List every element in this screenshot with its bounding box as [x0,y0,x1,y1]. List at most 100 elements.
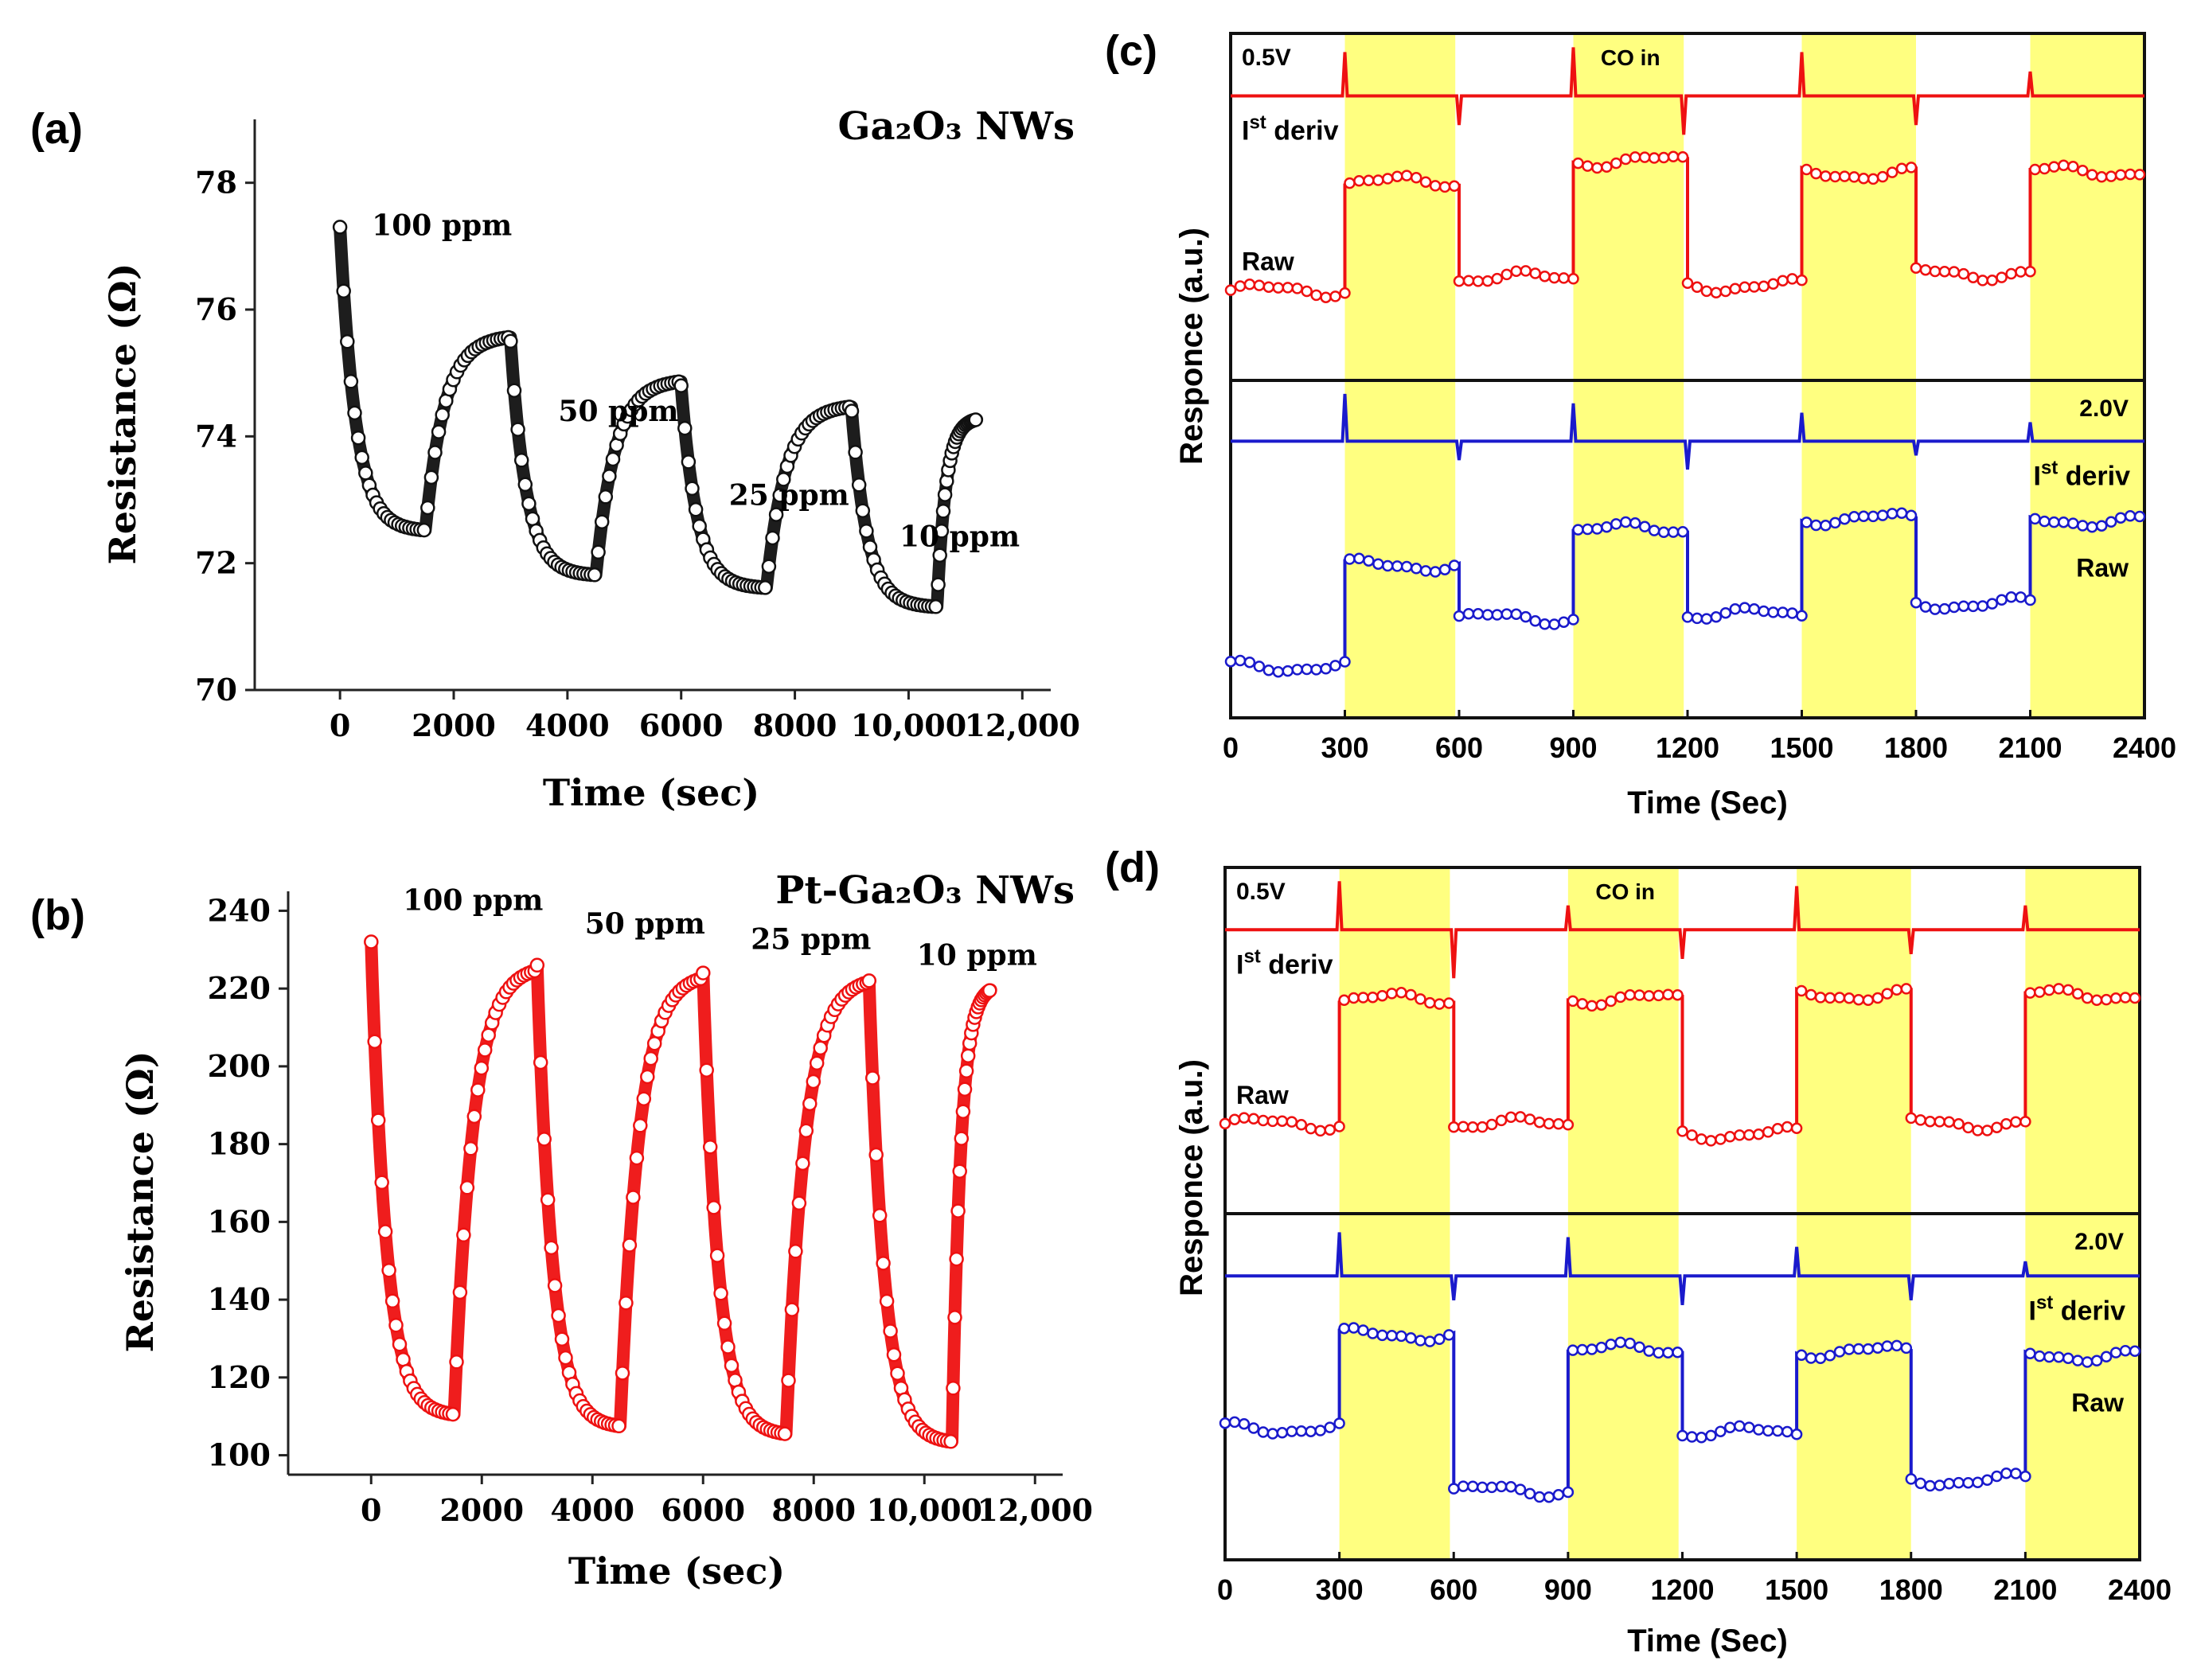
raw-point [2124,168,2137,181]
raw-point [1871,1342,1884,1355]
raw-point [1314,1425,1326,1436]
raw-point [1338,994,1350,1007]
raw-point [1715,1425,1727,1437]
data-point [367,1034,382,1049]
raw-point [2114,512,2127,524]
raw-point [1238,1417,1251,1430]
raw-point [1758,605,1770,618]
raw-point [1601,520,1613,533]
raw-point [1919,263,1932,276]
data-point [844,403,860,419]
data-point [615,1366,630,1381]
raw-point [1510,608,1523,621]
raw-point [2000,1468,2012,1479]
panel-a-xlabel: Time (sec) [543,771,759,814]
data-point [423,470,439,485]
raw-point [1391,560,1403,572]
raw-point [1333,1121,1345,1132]
raw-point [1771,1123,1784,1135]
data-point [861,973,877,988]
raw-point [2086,169,2098,181]
data-point [954,1131,970,1146]
raw-point [1457,1480,1469,1492]
concentration-label: 50 ppm [585,907,705,941]
raw-point [1943,1116,1955,1128]
raw-point [1448,1483,1460,1495]
raw-point [1481,275,1494,287]
raw-point [1243,656,1256,668]
x-tick-label: 0 [1223,731,1239,764]
raw-point [1448,1121,1460,1133]
raw-point [1457,1121,1469,1132]
raw-point [2124,510,2137,522]
raw-point [1700,285,1713,298]
raw-point [1234,280,1247,292]
raw-point [1291,283,1303,294]
raw-point [1719,285,1732,298]
x-tick-label: 2000 [439,1492,524,1528]
raw-point [2024,1347,2036,1360]
raw-point [1996,271,2008,283]
raw-point [1876,509,1889,521]
raw-point [1748,603,1760,615]
raw-point [2048,161,2060,173]
x-tick-label: 1200 [1656,731,1719,764]
raw-point [2077,164,2089,177]
raw-point [1395,987,1407,999]
raw-point [1552,1118,1565,1130]
raw-point [1262,281,1275,293]
raw-point [1301,285,1313,298]
raw-point [1662,1347,1674,1358]
raw-point [1562,1486,1575,1499]
raw-point [2090,1355,2103,1367]
data-point [716,1316,732,1331]
raw-point [1914,1114,1926,1126]
raw-point [1934,1116,1945,1128]
co-in-label: CO in [1595,879,1655,904]
raw-point [1910,262,1922,274]
raw-point [1282,282,1294,294]
raw-point [1448,559,1461,571]
data-point [416,522,432,538]
x-tick-label: 1500 [1765,1573,1828,1606]
data-point [950,1203,966,1218]
y-tick-label: 180 [208,1126,271,1162]
y-tick-label: 200 [208,1048,271,1084]
raw-point [1852,1343,1865,1355]
raw-point [1495,1114,1508,1127]
raw-point [2048,516,2060,528]
raw-point [1533,1116,1546,1128]
x-tick-label: 600 [1435,731,1483,764]
raw-point [2081,992,2094,1004]
raw-point [1591,162,1603,174]
raw-point [1476,1121,1489,1133]
raw-point [1972,1125,1984,1136]
raw-label: Raw [1236,1081,1289,1109]
raw-point [2005,267,2017,280]
data-point [772,488,787,503]
raw-point [1857,173,1870,185]
concentration-label: 10 ppm [917,938,1037,972]
derivative-trace [1231,47,2144,135]
raw-point [1434,998,1446,1010]
data-point [477,1043,493,1058]
data-point [868,1147,884,1163]
raw-point [1504,1480,1517,1493]
raw-point [1814,992,1827,1004]
data-point [629,1150,645,1166]
raw-point [1938,265,1951,278]
raw-point [1962,1476,1974,1489]
raw-point [2109,992,2122,1004]
raw-point [1743,1128,1755,1141]
raw-point [1276,1115,1289,1127]
raw-point [1543,1117,1555,1130]
raw-point [1586,1000,1598,1012]
raw-point [1886,508,1898,520]
data-point [724,1358,739,1374]
panel-b-letter: (b) [30,891,85,939]
data-point [696,965,711,980]
raw-point [1924,1115,1936,1128]
data-point [602,469,617,484]
raw-point [1786,607,1798,619]
